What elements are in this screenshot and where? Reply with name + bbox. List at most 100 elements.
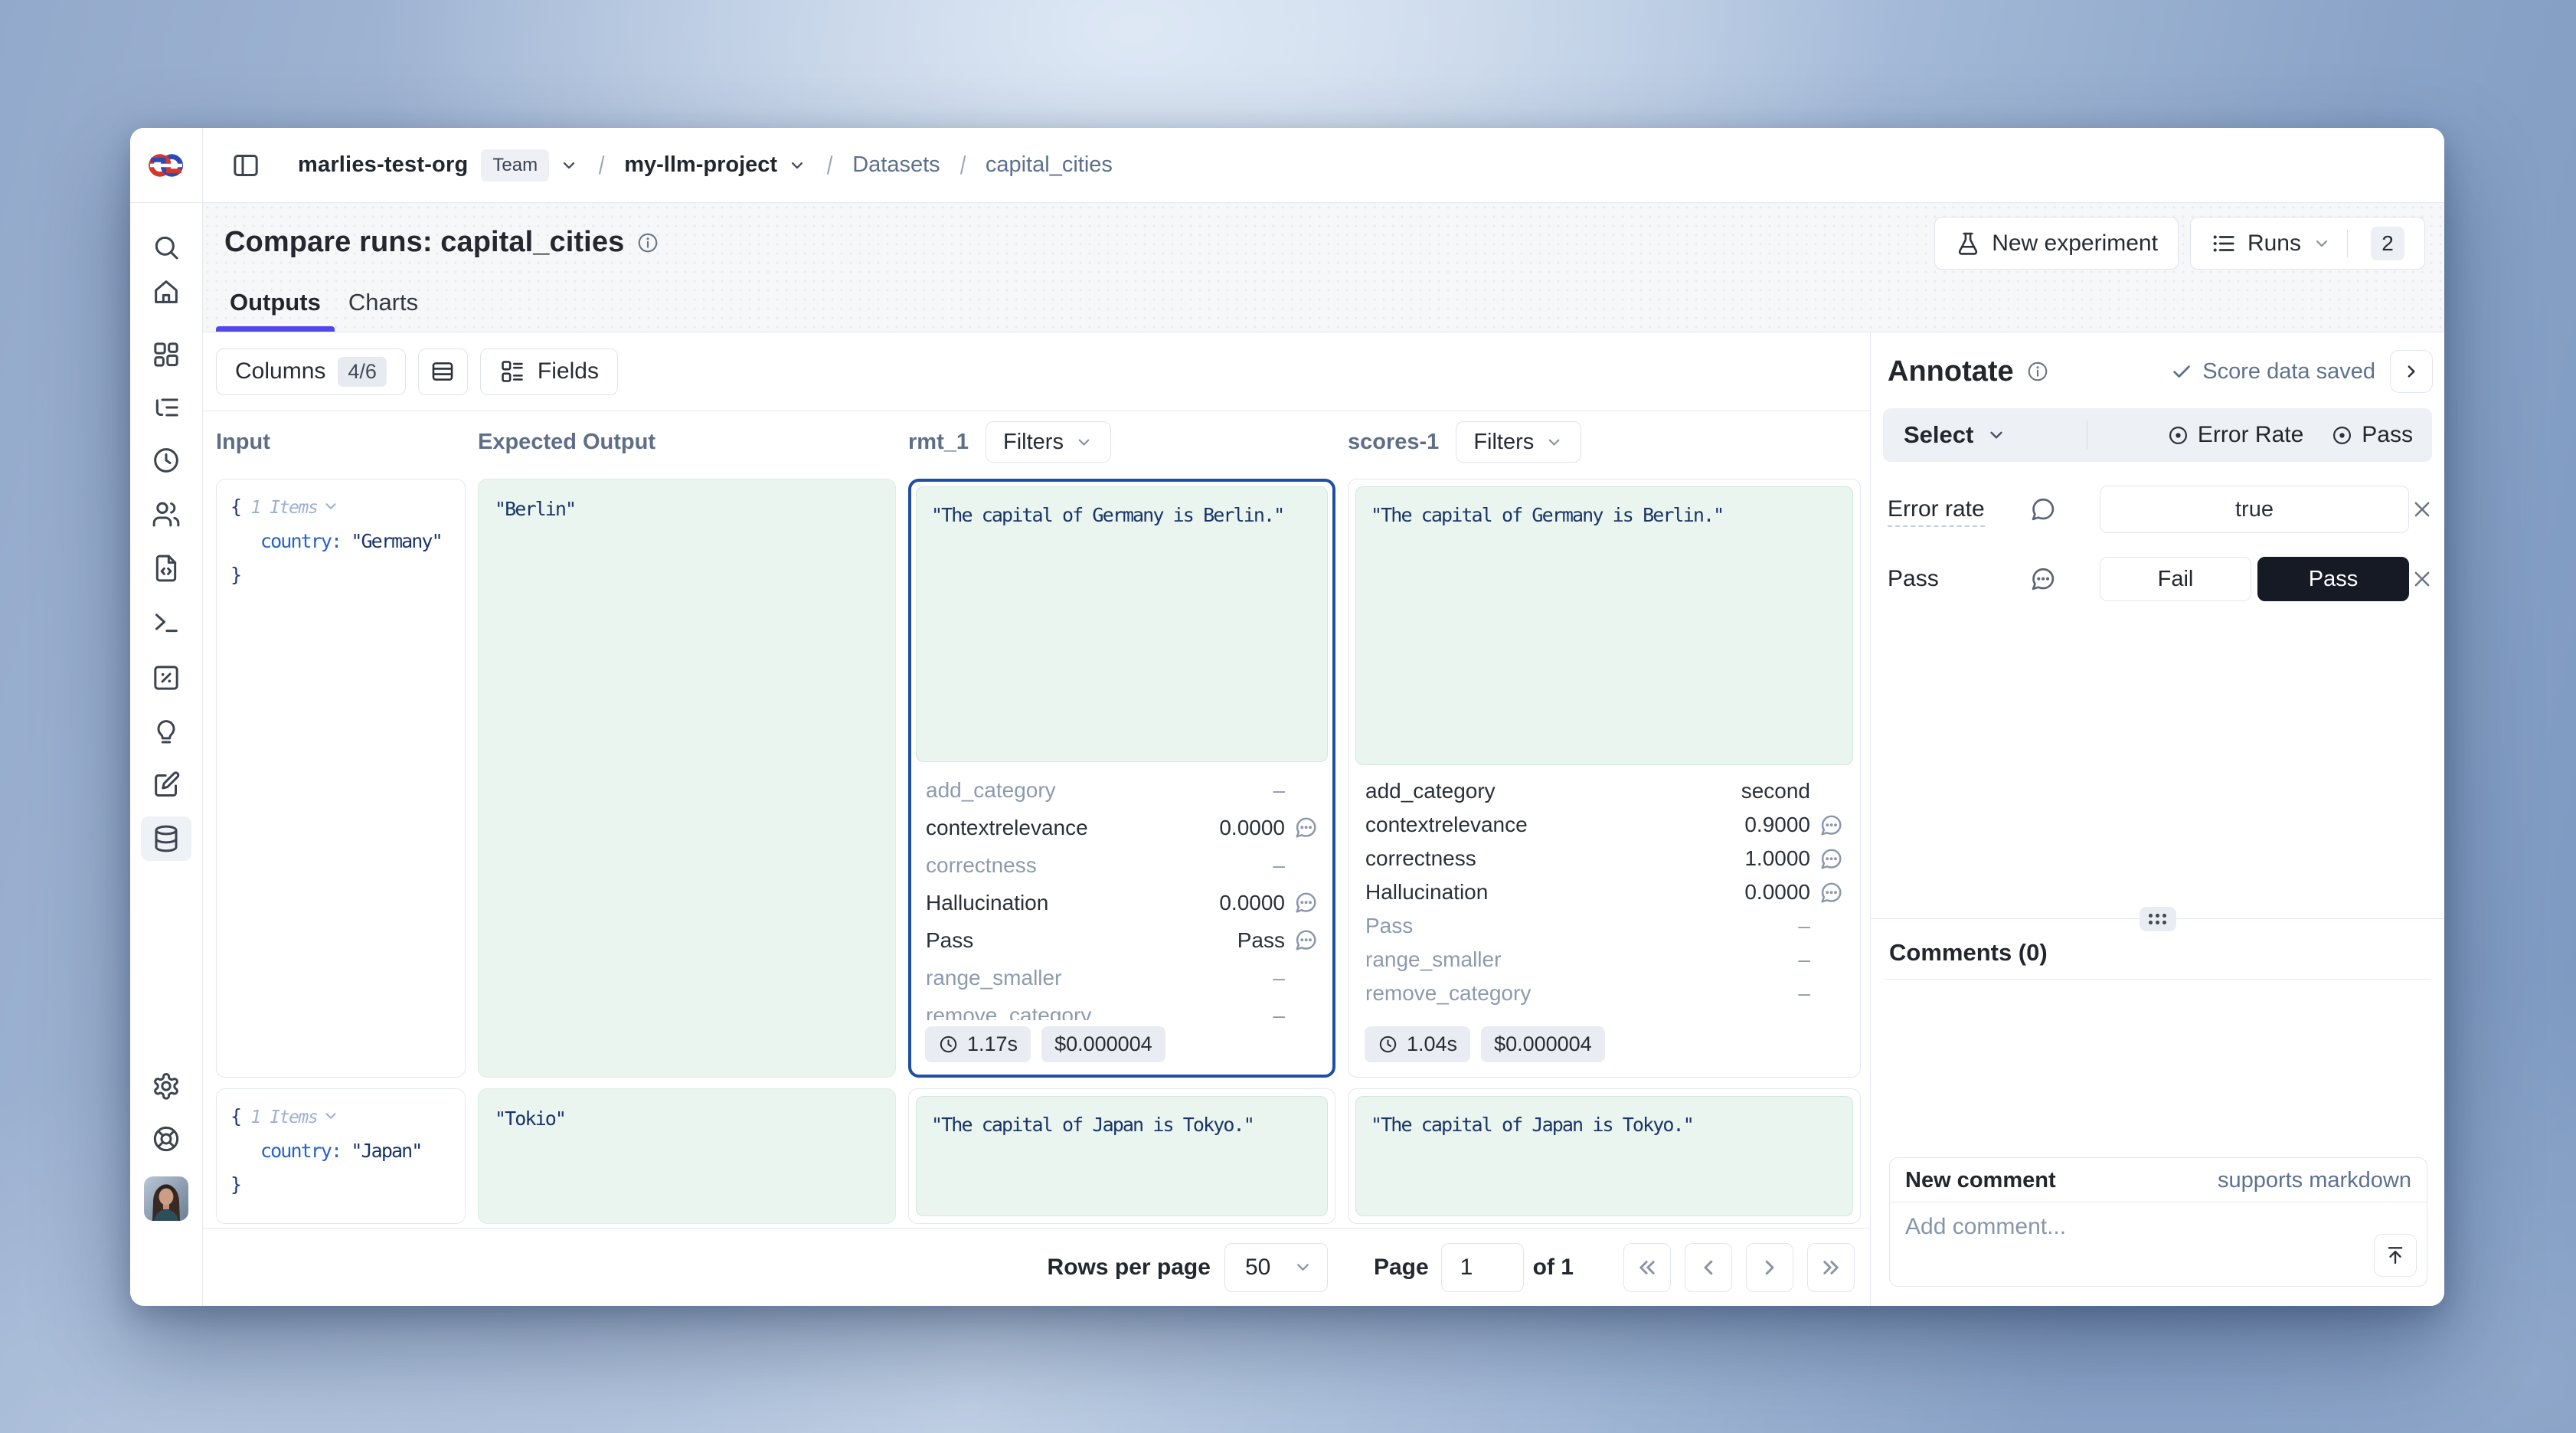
first-page-button[interactable] (1623, 1242, 1671, 1292)
sidebar-item-search[interactable] (141, 225, 191, 270)
error-rate-input[interactable]: true (2100, 486, 2409, 533)
feedback-bubble-icon[interactable] (1293, 815, 1319, 840)
comment-textarea[interactable]: Add comment... (1890, 1202, 2427, 1286)
rmt-1-output-cell-germany[interactable]: "The capital of Germany is Berlin." add_… (908, 479, 1335, 1078)
metric-value: second (1741, 779, 1810, 803)
input-cell-germany[interactable]: { 1 Items country: "Germany" } (216, 479, 466, 1078)
project-chevron-down-icon[interactable] (787, 155, 807, 175)
previous-page-button[interactable] (1685, 1242, 1732, 1292)
sidebar-item-terminal[interactable] (141, 600, 191, 644)
comments-empty-area (1871, 980, 2444, 1157)
table-header: Input Expected Output rmt_1 Filters scor… (203, 411, 1870, 473)
metric-value: 1.0000 (1744, 846, 1810, 870)
json-expand-chevron-icon[interactable] (322, 1107, 340, 1125)
sidebar-item-evaluations[interactable] (141, 656, 191, 700)
comment-bubble-dots-icon[interactable] (2029, 565, 2057, 593)
feedback-bubble-icon[interactable] (1293, 928, 1319, 953)
new-experiment-button[interactable]: New experiment (1934, 217, 2179, 270)
breadcrumb-datasets-link[interactable]: Datasets (852, 152, 940, 177)
rmt-1-output-cell-japan[interactable]: "The capital of Japan is Tokyo." (908, 1088, 1335, 1224)
model-output-text: "The capital of Germany is Berlin." (1355, 486, 1853, 765)
sidebar-item-traces[interactable] (141, 385, 191, 430)
rows-per-page-select[interactable]: 50 (1224, 1242, 1328, 1292)
column-header-scores-1[interactable]: scores-1 (1348, 429, 1440, 454)
annotate-panel: Annotate Score data saved Select (1870, 332, 2444, 1306)
json-expand-chevron-icon[interactable] (322, 497, 340, 515)
column-header-rmt-1[interactable]: rmt_1 (908, 429, 969, 454)
fields-button[interactable]: Fields (479, 348, 618, 395)
tab-outputs[interactable]: Outputs (216, 289, 335, 332)
breadcrumb-current[interactable]: capital_cities (985, 152, 1113, 177)
annotation-spec-bar: Select Error Rate Pass (1883, 408, 2432, 462)
resize-handle[interactable] (2139, 907, 2176, 931)
sidebar-item-teams[interactable] (141, 492, 191, 536)
feedback-bubble-icon[interactable] (1293, 890, 1319, 915)
row-height-button[interactable] (417, 348, 468, 395)
json-open-brace: { (230, 1105, 242, 1127)
json-items-count[interactable]: 1 Items (250, 1107, 319, 1127)
next-page-button[interactable] (1746, 1242, 1793, 1292)
clear-pass-icon[interactable] (2411, 568, 2434, 591)
latency-chip[interactable]: 1.04s (1365, 1026, 1471, 1062)
cost-chip[interactable]: $0.000004 (1041, 1026, 1165, 1062)
cost-chip[interactable]: $0.000004 (1481, 1026, 1605, 1062)
scores-1-output-cell-japan[interactable]: "The capital of Japan is Tokyo." (1348, 1088, 1861, 1224)
metric-name: Pass (1365, 914, 1414, 937)
sidebar-item-datasets[interactable] (141, 816, 191, 861)
rmt-1-filters-button[interactable]: Filters (986, 421, 1111, 463)
scores-1-filters-button[interactable]: Filters (1456, 421, 1582, 463)
columns-button[interactable]: Columns 4/6 (216, 348, 406, 395)
fail-option-button[interactable]: Fail (2100, 557, 2251, 601)
sidebar-item-dashboard[interactable] (141, 332, 191, 377)
tabs: Outputs Charts (216, 289, 432, 332)
title-info-icon[interactable] (636, 231, 659, 254)
annotate-info-icon[interactable] (2026, 360, 2049, 383)
column-header-expected-output[interactable]: Expected Output (478, 429, 656, 454)
spec-chip-pass[interactable]: Pass (2331, 422, 2413, 448)
submit-comment-button[interactable] (2374, 1234, 2417, 1277)
feedback-bubble-icon[interactable] (1819, 880, 1844, 905)
runs-button[interactable]: Runs 2 (2189, 217, 2425, 270)
input-cell-japan[interactable]: { 1 Items country: "Japan" } (216, 1088, 466, 1224)
scores-1-output-cell-germany[interactable]: "The capital of Germany is Berlin." add_… (1348, 479, 1861, 1078)
org-logo[interactable] (130, 128, 202, 203)
breadcrumb-org[interactable]: marlies-test-org (298, 152, 469, 177)
columns-count-badge: 4/6 (338, 356, 387, 387)
collapse-panel-button[interactable] (2390, 350, 2433, 393)
json-items-count[interactable]: 1 Items (250, 498, 319, 518)
page-number-input[interactable]: 1 (1440, 1242, 1524, 1292)
page-title: Compare runs: capital_cities (224, 226, 625, 258)
user-avatar[interactable] (144, 1176, 188, 1221)
filters-label: Filters (1003, 429, 1064, 454)
sidebar-toggle-button[interactable] (229, 149, 263, 182)
spec-select-dropdown[interactable]: Select (1904, 421, 2007, 449)
column-header-input[interactable]: Input (216, 429, 270, 454)
tab-charts[interactable]: Charts (348, 289, 419, 316)
spec-chip-label: Pass (2362, 422, 2413, 447)
clear-error-rate-icon[interactable] (2411, 498, 2434, 521)
latency-chip[interactable]: 1.17s (925, 1026, 1031, 1062)
pass-option-button[interactable]: Pass (2257, 557, 2409, 601)
sidebar-item-reports[interactable] (141, 763, 191, 807)
sidebar-item-home[interactable] (141, 270, 191, 314)
sidebar-item-history[interactable] (141, 438, 191, 483)
spec-chip-error-rate[interactable]: Error Rate (2167, 422, 2303, 448)
expected-output-cell-berlin[interactable]: "Berlin" (478, 479, 896, 1078)
filters-label: Filters (1473, 429, 1535, 454)
feedback-bubble-icon[interactable] (1819, 846, 1844, 872)
comment-bubble-icon[interactable] (2029, 496, 2057, 523)
last-page-button[interactable] (1807, 1242, 1855, 1292)
breadcrumb-project[interactable]: my-llm-project (624, 152, 778, 177)
sidebar-item-help[interactable] (141, 1117, 191, 1161)
users-icon (152, 502, 180, 527)
spec-select-label: Select (1904, 421, 1974, 448)
sidebar-item-settings[interactable] (141, 1064, 191, 1108)
org-chevron-down-icon[interactable] (559, 155, 579, 175)
feedback-bubble-icon[interactable] (1819, 813, 1844, 838)
sidebar-item-code[interactable] (141, 546, 191, 591)
expected-output-cell-tokio[interactable]: "Tokio" (478, 1088, 896, 1224)
metric-row: contextrelevance 0.9000 (1365, 808, 1844, 842)
sidebar-item-ideas[interactable] (141, 709, 191, 754)
chevron-right-icon (1765, 1260, 1774, 1274)
chevrons-right-icon (1823, 1260, 1839, 1274)
